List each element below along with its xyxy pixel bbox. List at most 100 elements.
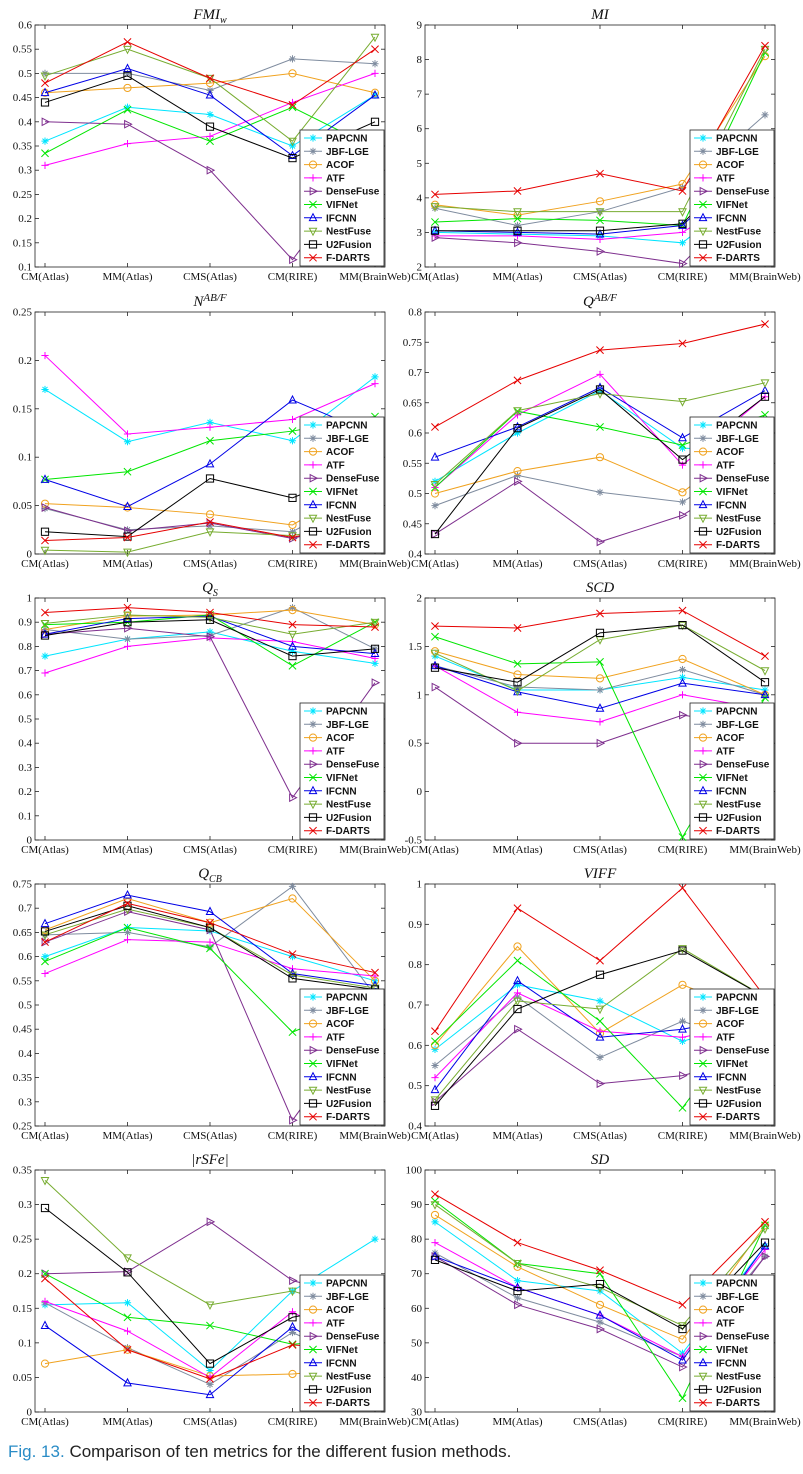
data-point [371,659,379,667]
data-point [596,738,606,748]
data-point [678,208,687,217]
series-line [434,382,766,485]
y-tick-label: 0.3 [18,1096,32,1108]
data-point [41,79,49,88]
legend-label: ATF [716,173,735,184]
data-point [678,498,687,506]
legend-marker [699,1033,707,1041]
legend-marker [309,434,317,442]
data-point [41,937,51,947]
data-point [513,232,522,240]
y-tick-label: 0.2 [18,786,32,798]
data-point [288,427,297,436]
data-point [513,1286,522,1296]
legend-marker [308,800,318,810]
legend-marker [308,447,318,456]
legend-marker [699,1292,707,1300]
legend-label: DenseFuse [716,1332,770,1343]
legend-marker [308,1305,318,1314]
data-point [288,394,297,404]
x-tick-label: CM(RIRE) [658,1130,708,1142]
legend-label: U2Fusion [716,527,762,538]
x-tick-label: MM(Atlas) [102,558,152,570]
data-point [370,644,380,653]
data-point [205,528,215,537]
legend-label: PAPCNN [716,134,757,145]
legend-marker [308,1372,318,1382]
legend-marker [699,1345,707,1354]
chart-8: 0.4 0.5 0.6 0.7 0.8 0.9 1 CM(Atlas) MM(Atlas) CMS… [408,866,801,1142]
legend-marker [699,540,707,549]
data-point [288,137,297,147]
x-tick-label: CM(Atlas) [411,1130,459,1142]
legend-label: ATF [326,173,345,184]
legend-marker [308,240,318,249]
data-point [678,673,687,681]
data-point [123,928,132,936]
data-point [596,1324,606,1334]
data-point [678,432,687,442]
legend-marker [309,1112,317,1121]
data-point [761,41,769,50]
legend-label: NestFuse [716,1086,761,1097]
y-tick-label: 0.4 [408,1121,422,1133]
data-point [514,238,523,248]
y-tick-label: 2 [417,593,423,605]
legend-marker [698,1071,708,1081]
data-point [206,918,214,927]
x-tick-label: CM(Atlas) [21,558,69,570]
data-point [206,74,214,83]
data-point [596,956,604,965]
data-point [41,117,51,127]
chart-3: 0 0.05 0.1 0.15 0.2 0.25 CM(Atlas) MM(Atlas) CMS… [13,292,411,570]
data-point [205,918,215,927]
legend-marker [309,1279,317,1287]
legend-marker [309,1292,317,1300]
x-tick-label: CM(Atlas) [411,558,459,570]
y-tick-label: 100 [406,1165,423,1177]
legend-label: VIFNet [716,487,748,498]
data-point [289,793,298,803]
data-point [431,652,439,660]
legend-marker [699,461,707,469]
legend-label: VIFNet [326,487,358,498]
data-point [678,654,687,664]
data-point [288,968,297,977]
legend-marker [698,1305,708,1314]
data-point [595,226,605,235]
legend-label: U2Fusion [716,240,762,251]
legend-marker [698,527,708,536]
data-point [205,89,215,99]
data-point [40,546,50,556]
data-point [123,71,132,80]
data-point [288,1028,297,1037]
data-point [41,137,49,145]
chart-title: QAB/F [583,292,617,310]
data-point [123,548,132,558]
data-point [40,1359,50,1368]
legend-marker [699,1319,707,1327]
legend-label: JBF-LGE [716,434,759,445]
data-point [678,186,687,195]
legend-label: ATF [326,1032,345,1043]
data-point [760,689,770,699]
data-point [514,476,523,486]
y-tick-label: 30 [411,1407,423,1419]
data-point [678,228,687,237]
legend-label: ACOF [326,1019,354,1030]
legend-marker [309,759,319,769]
y-tick-label: 1.5 [408,641,422,653]
legend-marker [699,134,707,142]
data-point [206,1366,214,1375]
data-point [123,1313,132,1322]
y-tick-label: 0.05 [13,500,33,512]
data-point [595,390,605,399]
chart-2: 2 3 4 5 6 7 8 9 CM(Atlas) MM(Atlas) CMS(Atlas) CM(R… [411,7,801,283]
data-point [288,1340,297,1349]
data-point [371,60,379,68]
legend-label: ACOF [716,1305,744,1316]
series-line [44,399,376,508]
data-point [41,504,49,513]
data-point [596,657,604,666]
legend-marker [309,421,317,429]
